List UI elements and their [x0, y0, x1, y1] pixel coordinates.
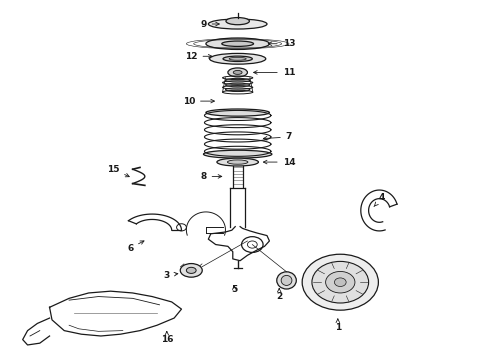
- Text: 2: 2: [276, 288, 282, 301]
- Text: 14: 14: [263, 158, 295, 167]
- Ellipse shape: [210, 53, 266, 64]
- Ellipse shape: [223, 56, 252, 62]
- Text: 11: 11: [254, 68, 295, 77]
- Circle shape: [302, 254, 378, 310]
- Ellipse shape: [186, 267, 196, 273]
- Ellipse shape: [180, 264, 202, 277]
- Text: 6: 6: [127, 241, 144, 253]
- Text: 5: 5: [231, 285, 237, 294]
- Text: 12: 12: [185, 52, 212, 61]
- Ellipse shape: [226, 18, 249, 25]
- Ellipse shape: [229, 57, 246, 60]
- Ellipse shape: [208, 19, 267, 29]
- Text: 7: 7: [263, 132, 292, 141]
- Circle shape: [326, 271, 355, 293]
- Text: 1: 1: [335, 319, 341, 332]
- Text: 3: 3: [164, 270, 178, 279]
- Text: 4: 4: [374, 193, 385, 207]
- Text: 16: 16: [161, 332, 173, 344]
- Text: 9: 9: [200, 19, 220, 28]
- Ellipse shape: [206, 109, 270, 116]
- Circle shape: [334, 278, 346, 287]
- Ellipse shape: [206, 38, 270, 49]
- Ellipse shape: [222, 41, 253, 46]
- Ellipse shape: [277, 272, 296, 289]
- Circle shape: [312, 261, 368, 303]
- Text: 13: 13: [268, 39, 295, 48]
- Text: 8: 8: [200, 172, 222, 181]
- Text: 10: 10: [183, 96, 215, 105]
- Ellipse shape: [281, 275, 292, 285]
- Ellipse shape: [228, 68, 247, 77]
- Ellipse shape: [233, 71, 242, 75]
- Ellipse shape: [203, 150, 272, 158]
- Ellipse shape: [227, 160, 248, 164]
- Text: 15: 15: [107, 165, 129, 177]
- Ellipse shape: [217, 158, 258, 166]
